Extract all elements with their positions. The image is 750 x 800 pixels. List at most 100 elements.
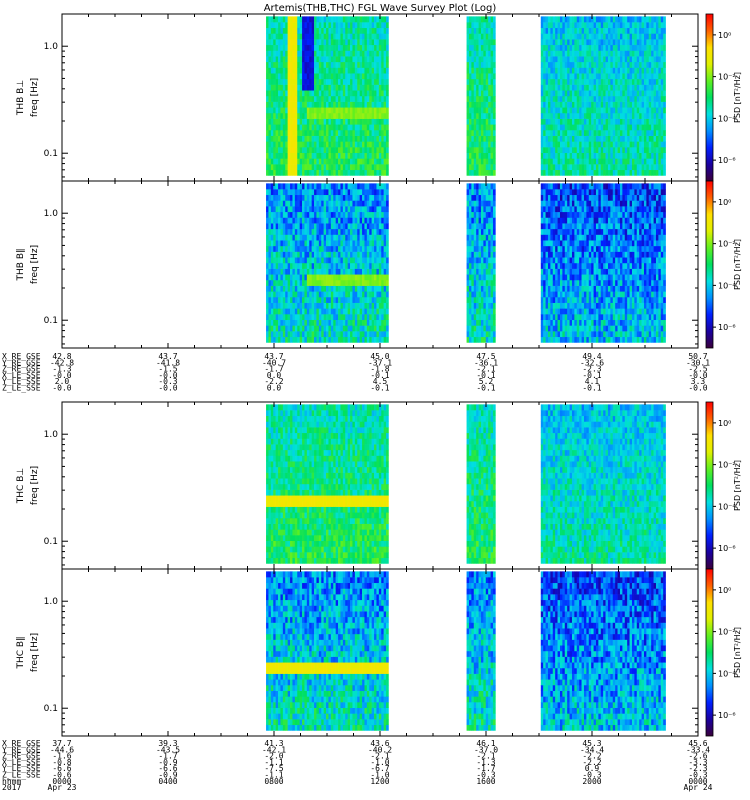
spectrogram-cell <box>555 129 558 136</box>
spectrogram-cell <box>338 194 341 201</box>
spectrogram-cell <box>364 141 368 148</box>
spectrogram-cell <box>557 56 561 63</box>
spectrogram-cell <box>378 240 382 247</box>
spectrogram-cell <box>318 33 322 40</box>
spectrogram-cell <box>383 217 387 224</box>
spectrogram-cell <box>480 73 484 80</box>
spectrogram-cell <box>576 33 580 40</box>
spectrogram-cell <box>588 78 592 85</box>
spectrogram-cell <box>299 135 303 142</box>
spectrogram-cell <box>316 336 320 343</box>
spectrogram-cell <box>366 124 370 131</box>
spectrogram-cell <box>287 129 291 136</box>
spectrogram-cell <box>311 152 315 159</box>
spectrogram-cell <box>285 251 288 258</box>
spectrogram-cell <box>547 33 551 40</box>
spectrogram-cell <box>543 118 546 125</box>
spectrogram-cell <box>311 118 315 125</box>
spectrogram-cell <box>273 245 276 252</box>
spectrogram-cell <box>290 296 293 303</box>
spectrogram-cell <box>653 152 657 159</box>
spectrogram-cell <box>330 135 334 142</box>
spectrogram-cell <box>374 319 377 326</box>
spectrogram-cell <box>369 183 372 190</box>
spectrogram-cell <box>304 274 308 281</box>
spectrogram-cell <box>550 124 554 131</box>
spectrogram-cell <box>383 228 387 235</box>
spectrogram-cell <box>471 22 475 29</box>
spectrogram-cell <box>318 279 322 286</box>
spectrogram-cell <box>468 262 472 269</box>
spectrogram-cell <box>595 95 599 102</box>
spectrogram-cell <box>624 124 628 131</box>
spectrogram-cell <box>483 279 487 286</box>
spectrogram-cell <box>352 67 356 74</box>
spectrogram-cell <box>326 112 329 119</box>
spectrogram-cell <box>318 50 322 57</box>
spectrogram-cell <box>643 78 647 85</box>
spectrogram-cell <box>579 95 582 102</box>
spectrogram-cell <box>316 147 320 154</box>
spectrogram-cell <box>338 336 341 343</box>
spectrogram-cell <box>273 16 276 23</box>
spectrogram-cell <box>268 314 272 321</box>
spectrogram-cell <box>330 169 334 176</box>
spectrogram-cell <box>622 147 626 154</box>
spectrogram-cell <box>350 61 353 68</box>
spectrogram-cell <box>595 56 599 63</box>
spectrogram-cell <box>366 135 370 142</box>
spectrogram-cell <box>545 61 549 68</box>
spectrogram-cell <box>354 169 358 176</box>
spectrogram-cell <box>266 95 269 102</box>
spectrogram-cell <box>374 152 377 159</box>
spectrogram-cell <box>591 112 594 119</box>
spectrogram-cell <box>302 240 305 247</box>
spectrogram-cell <box>359 291 363 298</box>
spectrogram-cell <box>643 107 647 114</box>
spectrogram-cell <box>282 164 286 171</box>
spectrogram-cell <box>345 135 348 142</box>
spectrogram-cell <box>383 101 387 108</box>
spectrogram-cell <box>364 118 368 125</box>
spectrogram-cell <box>610 50 614 57</box>
spectrogram-cell <box>299 296 303 303</box>
spectrogram-cell <box>287 147 291 154</box>
spectrogram-cell <box>318 302 322 309</box>
spectrogram-cell <box>302 285 305 292</box>
spectrogram-cell <box>369 268 372 275</box>
spectrogram-cell <box>378 107 382 114</box>
spectrogram-cell <box>282 129 286 136</box>
spectrogram-cell <box>266 107 269 114</box>
spectrogram-cell <box>369 129 372 136</box>
spectrogram-cell <box>292 16 296 23</box>
spectrogram-cell <box>550 84 554 91</box>
spectrogram-cell <box>316 164 320 171</box>
spectrogram-cell <box>651 95 654 102</box>
spectrogram-cell <box>323 240 327 247</box>
spectrogram-cell <box>292 268 296 275</box>
spectrogram-cell <box>352 158 356 165</box>
spectrogram-cell <box>275 302 279 309</box>
spectrogram-cell <box>473 223 477 230</box>
spectrogram-cell <box>648 158 652 165</box>
spectrogram-cell <box>595 78 599 85</box>
spectrogram-cell <box>607 33 611 40</box>
spectrogram-cell <box>345 285 348 292</box>
spectrogram-cell <box>386 194 389 201</box>
spectrogram-cell <box>663 44 666 51</box>
spectrogram-cell <box>347 228 351 235</box>
spectrogram-cell <box>480 206 484 213</box>
spectrogram-cell <box>386 158 389 165</box>
spectrogram-cell <box>627 44 630 51</box>
spectrogram-cell <box>557 135 561 142</box>
spectrogram-cell <box>547 56 551 63</box>
spectrogram-cell <box>376 302 380 309</box>
spectrogram-cell <box>330 73 334 80</box>
spectrogram-cell <box>473 251 477 258</box>
spectrogram-cell <box>280 279 284 286</box>
spectrogram-cell <box>476 118 479 125</box>
spectrogram-cell <box>304 61 308 68</box>
spectrogram-cell <box>357 39 360 46</box>
spectrogram-cell <box>354 189 358 196</box>
spectrogram-cell <box>612 67 616 74</box>
